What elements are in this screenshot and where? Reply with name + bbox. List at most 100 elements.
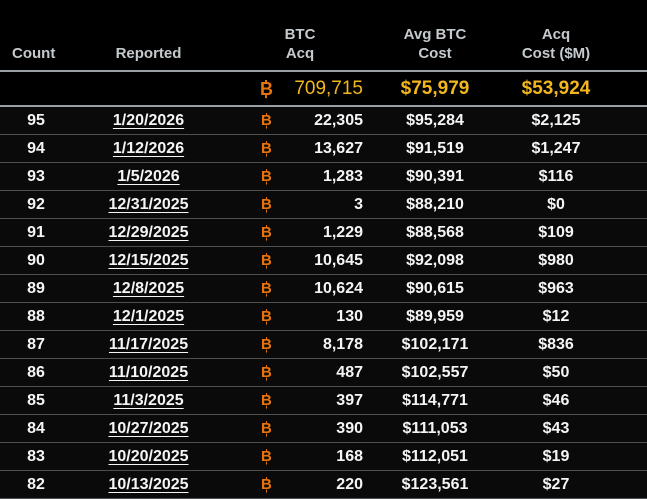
count-cell: 95	[27, 111, 45, 129]
table-row: 87 11/17/2025 8,178 $102,171 $836	[0, 331, 647, 359]
acq-cost-cell: $12	[542, 307, 570, 325]
btc-acq-cell: 1,229	[225, 224, 375, 242]
table-row: 89 12/8/2025 10,624 $90,615 $963	[0, 275, 647, 303]
btc-icon	[260, 80, 273, 98]
btc-icon	[261, 197, 272, 212]
reported-date-link[interactable]: 12/8/2025	[112, 279, 185, 297]
avg-btc-cost-cell: $88,568	[406, 223, 464, 241]
btc-icon	[261, 421, 272, 436]
acq-cost-cell: $1,247	[531, 139, 581, 157]
avg-btc-cost-cell: $95,284	[406, 111, 464, 129]
count-cell: 90	[27, 251, 45, 269]
btc-icon	[261, 449, 272, 464]
reported-date-cell: 1/5/2026	[72, 168, 225, 186]
table-row: 95 1/20/2026 22,305 $95,284 $2,125	[0, 107, 647, 135]
btc-acq-value: 487	[336, 363, 363, 381]
btc-acq-cell: 10,624	[225, 280, 375, 298]
btc-acq-cell: 1,283	[225, 168, 375, 186]
table-header-row: Count Reported BTC Acq Avg BTC Cost Acq …	[0, 0, 647, 70]
btc-acq-cell: 10,645	[225, 252, 375, 270]
avg-btc-cost-cell: $102,171	[401, 335, 469, 353]
reported-date-cell: 1/20/2026	[72, 112, 225, 130]
btc-icon	[261, 337, 272, 352]
reported-date-cell: 11/17/2025	[72, 336, 225, 354]
summary-btc-acq-cell: 709,715	[225, 78, 375, 100]
acq-cost-cell: $43	[542, 419, 570, 437]
count-cell: 91	[27, 223, 45, 241]
reported-date-link[interactable]: 1/12/2026	[112, 139, 185, 157]
avg-btc-cost-cell: $102,557	[401, 363, 469, 381]
btc-acq-cell: 3	[225, 196, 375, 214]
btc-icon	[261, 225, 272, 240]
count-cell: 86	[27, 363, 45, 381]
acq-cost-cell: $109	[538, 223, 574, 241]
avg-btc-cost-cell: $89,959	[406, 307, 464, 325]
reported-date-link[interactable]: 10/27/2025	[108, 419, 189, 437]
avg-btc-cost-cell: $111,053	[402, 419, 468, 437]
acq-cost-cell: $46	[542, 391, 570, 409]
btc-icon	[261, 141, 272, 156]
btc-acq-value: 10,624	[314, 279, 363, 297]
reported-date-link[interactable]: 11/10/2025	[108, 363, 189, 381]
count-cell: 92	[27, 195, 45, 213]
acq-cost-cell: $27	[542, 475, 570, 493]
btc-acq-cell: 397	[225, 392, 375, 410]
reported-date-link[interactable]: 11/17/2025	[108, 335, 189, 353]
acq-cost-cell: $963	[538, 279, 574, 297]
summary-divider	[0, 105, 647, 107]
reported-date-link[interactable]: 1/5/2026	[117, 167, 180, 185]
count-cell: 93	[27, 167, 45, 185]
reported-date-link[interactable]: 12/29/2025	[108, 223, 189, 241]
table-row: 83 10/20/2025 168 $112,051 $19	[0, 443, 647, 471]
table-row: 90 12/15/2025 10,645 $92,098 $980	[0, 247, 647, 275]
reported-date-link[interactable]: 11/3/2025	[113, 391, 184, 409]
btc-acq-value: 390	[336, 419, 363, 437]
reported-date-cell: 10/27/2025	[72, 420, 225, 438]
count-cell: 88	[27, 307, 45, 325]
avg-btc-cost-cell: $90,615	[406, 279, 464, 297]
reported-date-cell: 12/8/2025	[72, 280, 225, 298]
count-cell: 84	[27, 419, 45, 437]
reported-date-cell: 1/12/2026	[72, 140, 225, 158]
reported-date-link[interactable]: 12/31/2025	[108, 195, 189, 213]
reported-date-cell: 10/20/2025	[72, 448, 225, 466]
reported-date-link[interactable]: 1/20/2026	[112, 111, 185, 129]
btc-acq-cell: 487	[225, 364, 375, 382]
avg-btc-cost-cell: $114,771	[402, 391, 468, 409]
avg-btc-cost-cell: $123,561	[401, 475, 469, 493]
acq-cost-cell: $19	[542, 447, 570, 465]
table-row: 93 1/5/2026 1,283 $90,391 $116	[0, 163, 647, 191]
btc-acq-value: 13,627	[314, 139, 363, 157]
table-row: 92 12/31/2025 3 $88,210 $0	[0, 191, 647, 219]
reported-date-link[interactable]: 10/13/2025	[108, 475, 189, 493]
acq-cost-cell: $2,125	[531, 111, 581, 129]
summary-avg-btc-cost: $75,979	[400, 77, 470, 99]
btc-icon	[261, 281, 272, 296]
btc-acq-value: 220	[336, 475, 363, 493]
reported-date-cell: 11/10/2025	[72, 364, 225, 382]
count-cell: 82	[27, 475, 45, 493]
reported-date-link[interactable]: 12/1/2025	[112, 307, 185, 325]
btc-acq-cell: 130	[225, 308, 375, 326]
avg-btc-cost-cell: $92,098	[406, 251, 464, 269]
acq-cost-cell: $0	[547, 195, 565, 213]
btc-icon	[261, 393, 272, 408]
reported-date-link[interactable]: 12/15/2025	[108, 251, 189, 269]
btc-acq-value: 10,645	[314, 251, 363, 269]
table-row: 94 1/12/2026 13,627 $91,519 $1,247	[0, 135, 647, 163]
summary-row: 709,715 $75,979 $53,924	[0, 72, 647, 105]
acq-cost-cell: $50	[542, 363, 570, 381]
btc-icon	[261, 477, 272, 492]
reported-date-cell: 12/29/2025	[72, 224, 225, 242]
avg-btc-cost-cell: $91,519	[406, 139, 464, 157]
btc-acq-value: 1,229	[322, 223, 363, 241]
header-divider	[0, 70, 647, 72]
reported-date-cell: 12/31/2025	[72, 196, 225, 214]
reported-date-cell: 12/15/2025	[72, 252, 225, 270]
btc-acq-cell: 390	[225, 420, 375, 438]
avg-btc-cost-cell: $90,391	[406, 167, 464, 185]
reported-date-link[interactable]: 10/20/2025	[108, 447, 189, 465]
avg-btc-cost-cell: $88,210	[406, 195, 464, 213]
btc-icon	[261, 365, 272, 380]
btc-acq-cell: 220	[225, 476, 375, 494]
